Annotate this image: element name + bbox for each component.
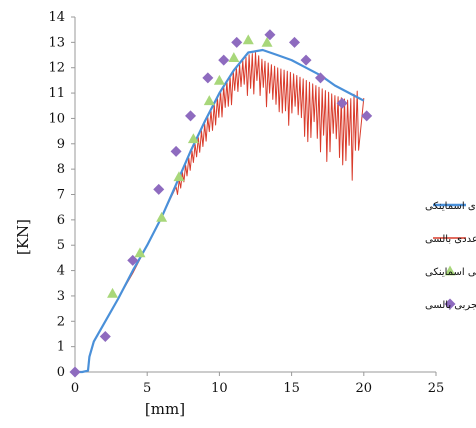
- data-point: [361, 110, 373, 122]
- data-point: [288, 36, 300, 48]
- legend-item: تجربی اسماینکی: [425, 265, 476, 278]
- legend: عددی اسماینکی عددی بالسی تجربی اسماینکی تجر…: [425, 201, 476, 311]
- data-point: [203, 95, 215, 106]
- y-tick-label: 0: [57, 365, 65, 380]
- x-tick-label: 25: [428, 381, 445, 396]
- y-tick-label: 12: [48, 61, 65, 76]
- data-point: [99, 331, 111, 342]
- data-point: [202, 72, 214, 84]
- y-axis-label: [KN]: [14, 219, 32, 255]
- x-tick-label: 20: [356, 381, 373, 396]
- y-tick-label: 1: [57, 340, 65, 355]
- data-point: [187, 133, 199, 144]
- data-point: [107, 287, 119, 298]
- series-2: [107, 34, 273, 298]
- data-point: [261, 36, 273, 47]
- legend-swatch-marker: [444, 298, 456, 310]
- legend-item: تجربی بالسی: [425, 298, 476, 311]
- y-tick-label: 4: [57, 264, 65, 279]
- series-line: [75, 48, 365, 374]
- y-tick-label: 11: [48, 86, 65, 101]
- legend-label: تجربی بالسی: [425, 300, 476, 311]
- data-point: [170, 145, 182, 157]
- legend-label: عددی اسماینکی: [425, 201, 476, 212]
- data-point: [127, 254, 139, 266]
- x-axis-label: [mm]: [145, 400, 185, 418]
- data-point: [242, 34, 254, 45]
- x-tick-label: 0: [71, 381, 79, 396]
- data-point: [231, 36, 243, 48]
- y-tick-label: 8: [57, 162, 65, 177]
- data-point: [134, 247, 146, 258]
- data-point: [156, 211, 168, 222]
- legend-item: عددی بالسی: [425, 234, 476, 245]
- data-point: [314, 72, 326, 84]
- data-point: [153, 183, 165, 195]
- data-point: [300, 54, 312, 66]
- data-point: [185, 110, 197, 122]
- series-1: [75, 52, 365, 373]
- x-tick-label: 15: [283, 381, 300, 396]
- series-3: [69, 29, 373, 378]
- data-point: [173, 171, 185, 182]
- data-point: [264, 29, 276, 41]
- y-tick-label: 9: [57, 137, 65, 152]
- legend-item: عددی اسماینکی: [425, 201, 476, 212]
- y-tick-label: 14: [48, 10, 65, 25]
- data-point: [69, 366, 81, 378]
- x-tick-label: 10: [211, 381, 228, 396]
- legend-label: تجربی اسماینکی: [425, 267, 476, 278]
- series-layer: [69, 29, 373, 378]
- data-point: [336, 97, 348, 109]
- y-tick-label: 6: [57, 213, 65, 228]
- y-tick-label: 7: [57, 188, 65, 203]
- x-tick-label: 5: [143, 381, 151, 396]
- legend-swatch-marker: [444, 265, 456, 276]
- y-tick-label: 13: [48, 35, 65, 50]
- y-tick-label: 2: [57, 314, 65, 329]
- y-tick-label: 10: [48, 111, 65, 126]
- data-point: [228, 52, 240, 62]
- axes: [71, 16, 437, 376]
- series-0: [75, 48, 365, 374]
- data-point: [213, 74, 225, 85]
- series-line: [75, 52, 365, 373]
- legend-label: عددی بالسی: [425, 234, 476, 245]
- y-tick-label: 3: [57, 289, 65, 304]
- data-point: [218, 54, 230, 66]
- y-tick-label: 5: [57, 238, 65, 253]
